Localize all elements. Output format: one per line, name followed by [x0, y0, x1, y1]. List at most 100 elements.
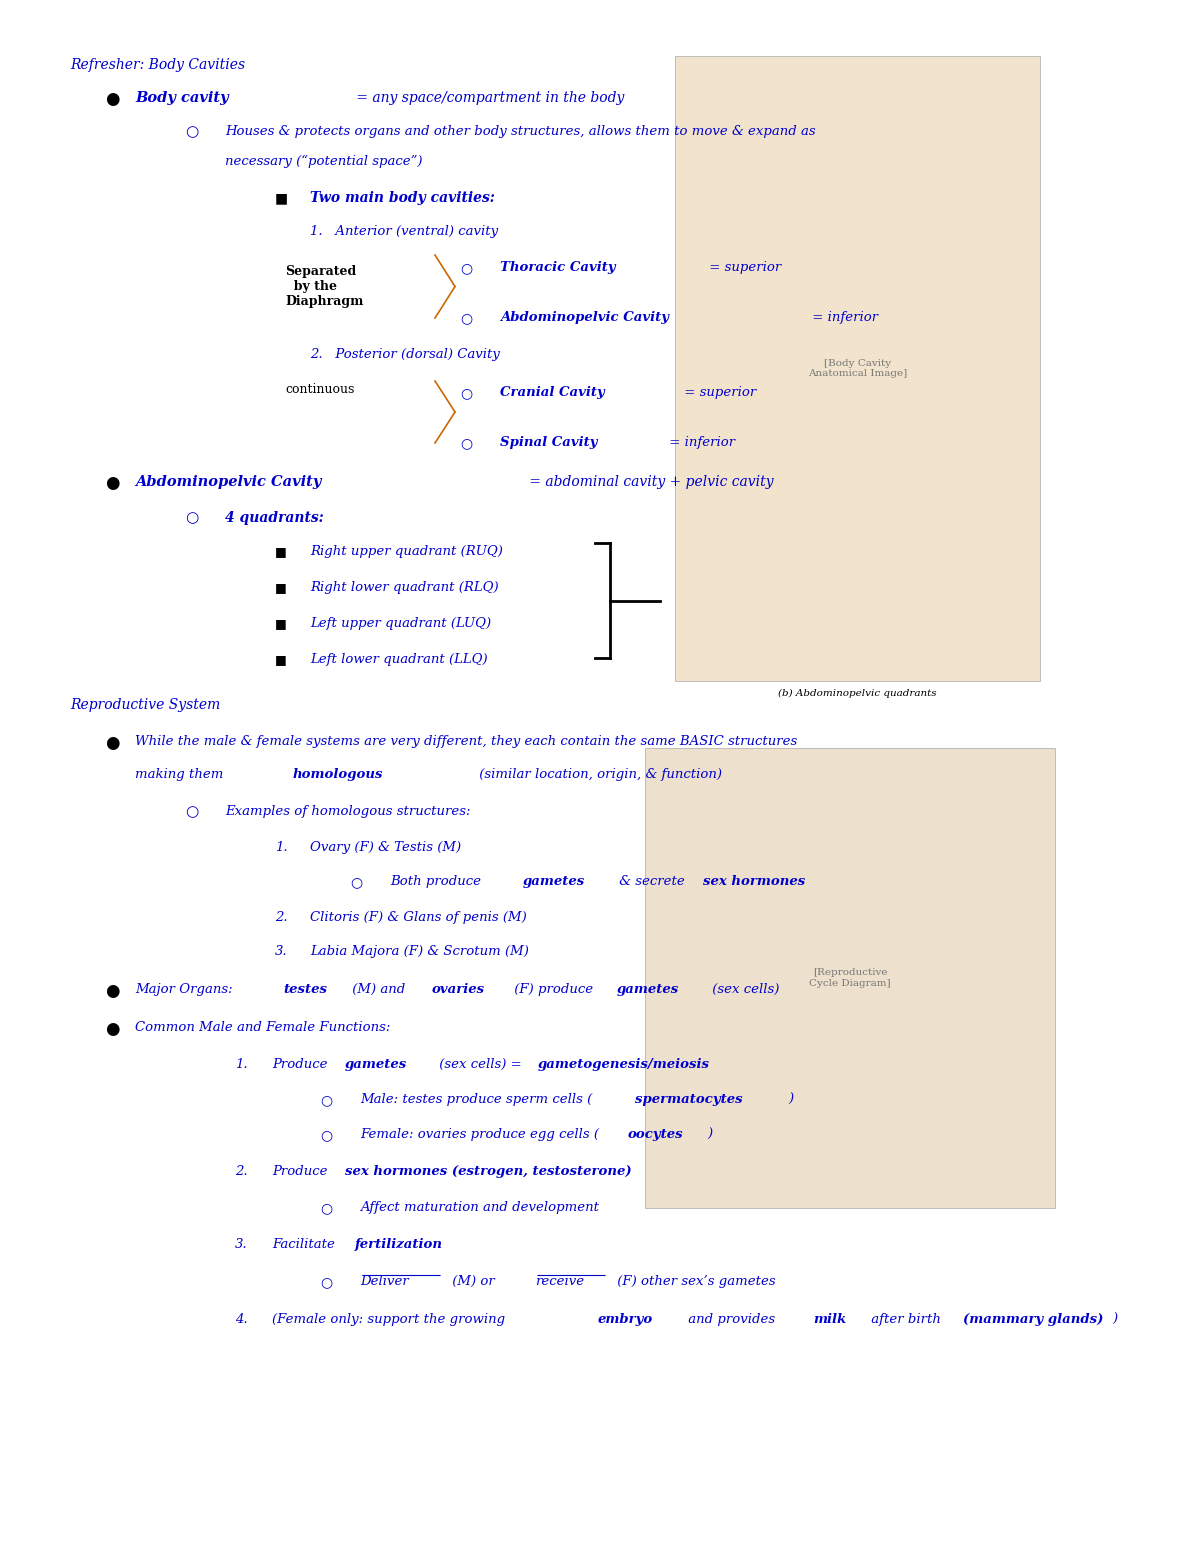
Text: ○: ○	[460, 387, 472, 401]
Text: Right upper quadrant (RUQ): Right upper quadrant (RUQ)	[310, 545, 503, 558]
Text: necessary (“potential space”): necessary (“potential space”)	[226, 155, 422, 168]
Bar	[674, 56, 1040, 682]
Text: (sex cells) =: (sex cells) =	[434, 1058, 526, 1072]
Text: sex hormones (estrogen, testosterone): sex hormones (estrogen, testosterone)	[346, 1165, 631, 1179]
Text: sex hormones: sex hormones	[703, 874, 805, 888]
Text: oocytes: oocytes	[628, 1127, 684, 1141]
Text: Major Organs:: Major Organs:	[134, 983, 236, 995]
Text: Produce: Produce	[272, 1058, 331, 1072]
Text: Two main body cavities:: Two main body cavities:	[310, 191, 494, 205]
Text: ●: ●	[106, 983, 120, 1000]
Text: = abdominal cavity + pelvic cavity: = abdominal cavity + pelvic cavity	[526, 475, 774, 489]
Text: ○: ○	[350, 874, 362, 888]
Text: and provides: and provides	[684, 1312, 779, 1326]
Text: testes: testes	[283, 983, 326, 995]
Text: Ovary (F) & Testis (M): Ovary (F) & Testis (M)	[310, 842, 461, 854]
Text: = inferior: = inferior	[665, 436, 736, 449]
Text: 4.: 4.	[235, 1312, 247, 1326]
Text: (sex cells): (sex cells)	[708, 983, 779, 995]
Text: Houses & protects organs and other body structures, allows them to move & expand: Houses & protects organs and other body …	[226, 124, 816, 138]
Text: Spinal Cavity: Spinal Cavity	[500, 436, 598, 449]
Text: ○: ○	[320, 1127, 332, 1141]
Text: Male: testes produce sperm cells (: Male: testes produce sperm cells (	[360, 1093, 593, 1106]
Text: ■: ■	[275, 581, 287, 593]
Text: Produce: Produce	[272, 1165, 331, 1179]
Text: 4 quadrants:: 4 quadrants:	[226, 511, 324, 525]
Text: Separated
  by the
Diaphragm: Separated by the Diaphragm	[286, 266, 364, 307]
Text: [Body Cavity
Anatomical Image]: [Body Cavity Anatomical Image]	[808, 359, 907, 379]
Text: ○: ○	[185, 804, 198, 818]
Text: Abdominopelvic Cavity: Abdominopelvic Cavity	[500, 311, 670, 325]
Text: Examples of homologous structures:: Examples of homologous structures:	[226, 804, 470, 818]
Text: 1.: 1.	[275, 842, 288, 854]
Text: after birth: after birth	[866, 1312, 946, 1326]
Text: Refresher: Body Cavities: Refresher: Body Cavities	[70, 57, 245, 71]
Text: milk: milk	[814, 1312, 846, 1326]
Text: Body cavity: Body cavity	[134, 92, 229, 106]
Text: (M) or: (M) or	[448, 1275, 499, 1287]
Text: ): )	[1112, 1312, 1117, 1326]
Text: ○: ○	[460, 261, 472, 275]
Text: Deliver: Deliver	[360, 1275, 409, 1287]
Text: spermatocytes: spermatocytes	[635, 1093, 743, 1106]
Text: (M) and: (M) and	[348, 983, 409, 995]
Text: While the male & female systems are very different, they each contain the same B: While the male & female systems are very…	[134, 735, 797, 749]
Text: (Female only: support the growing: (Female only: support the growing	[272, 1312, 509, 1326]
Text: Clitoris (F) & Glans of penis (M): Clitoris (F) & Glans of penis (M)	[310, 912, 527, 924]
Text: 2.   Posterior (dorsal) Cavity: 2. Posterior (dorsal) Cavity	[310, 348, 500, 360]
Text: continuous: continuous	[286, 384, 354, 396]
Text: ●: ●	[106, 1020, 120, 1037]
Text: ■: ■	[275, 652, 287, 666]
Text: Labia Majora (F) & Scrotum (M): Labia Majora (F) & Scrotum (M)	[310, 944, 529, 958]
Text: = superior: = superior	[680, 387, 756, 399]
Text: Right lower quadrant (RLQ): Right lower quadrant (RLQ)	[310, 581, 499, 593]
Text: (F) produce: (F) produce	[510, 983, 598, 995]
Text: Abdominopelvic Cavity: Abdominopelvic Cavity	[134, 475, 322, 489]
Text: 2.: 2.	[235, 1165, 247, 1179]
Text: (similar location, origin, & function): (similar location, origin, & function)	[475, 769, 722, 781]
Text: ●: ●	[106, 735, 120, 752]
Text: Left lower quadrant (LLQ): Left lower quadrant (LLQ)	[310, 652, 487, 666]
Text: fertilization: fertilization	[355, 1238, 443, 1252]
Text: Affect maturation and development: Affect maturation and development	[360, 1200, 599, 1214]
Bar	[646, 749, 1055, 1208]
Text: ■: ■	[275, 545, 287, 558]
Text: homologous: homologous	[293, 769, 384, 781]
Text: ○: ○	[460, 311, 472, 325]
Text: ■: ■	[275, 617, 287, 631]
Text: ○: ○	[185, 511, 198, 525]
Text: ●: ●	[106, 92, 120, 109]
Text: (b) Abdominopelvic quadrants: (b) Abdominopelvic quadrants	[778, 690, 937, 699]
Text: ovaries: ovaries	[432, 983, 485, 995]
Text: gametogenesis/meiosis: gametogenesis/meiosis	[538, 1058, 710, 1072]
Text: Both produce: Both produce	[390, 874, 485, 888]
Text: receive: receive	[535, 1275, 584, 1287]
Text: ○: ○	[460, 436, 472, 450]
Text: 3.: 3.	[275, 944, 288, 958]
Text: ■: ■	[275, 191, 288, 205]
Text: ○: ○	[320, 1093, 332, 1107]
Text: ): )	[788, 1093, 793, 1106]
Text: 3.: 3.	[235, 1238, 247, 1252]
Text: (mammary glands): (mammary glands)	[964, 1312, 1103, 1326]
Text: 1.   Anterior (ventral) cavity: 1. Anterior (ventral) cavity	[310, 225, 498, 238]
Text: Cranial Cavity: Cranial Cavity	[500, 387, 605, 399]
Text: gametes: gametes	[523, 874, 586, 888]
Text: [Reproductive
Cycle Diagram]: [Reproductive Cycle Diagram]	[809, 969, 890, 988]
Text: ○: ○	[185, 124, 198, 140]
Text: = superior: = superior	[706, 261, 781, 273]
Text: Female: ovaries produce egg cells (: Female: ovaries produce egg cells (	[360, 1127, 599, 1141]
Text: ○: ○	[320, 1200, 332, 1214]
Text: ●: ●	[106, 475, 120, 492]
Text: Reproductive System: Reproductive System	[70, 697, 221, 711]
Text: ): )	[707, 1127, 712, 1141]
Text: making them: making them	[134, 769, 232, 781]
Text: Common Male and Female Functions:: Common Male and Female Functions:	[134, 1020, 390, 1034]
Text: = inferior: = inferior	[808, 311, 878, 325]
Text: Facilitate: Facilitate	[272, 1238, 340, 1252]
Text: gametes: gametes	[617, 983, 679, 995]
Text: & secrete: & secrete	[616, 874, 689, 888]
Text: Left upper quadrant (LUQ): Left upper quadrant (LUQ)	[310, 617, 491, 631]
Text: gametes: gametes	[346, 1058, 407, 1072]
Text: ○: ○	[320, 1275, 332, 1289]
